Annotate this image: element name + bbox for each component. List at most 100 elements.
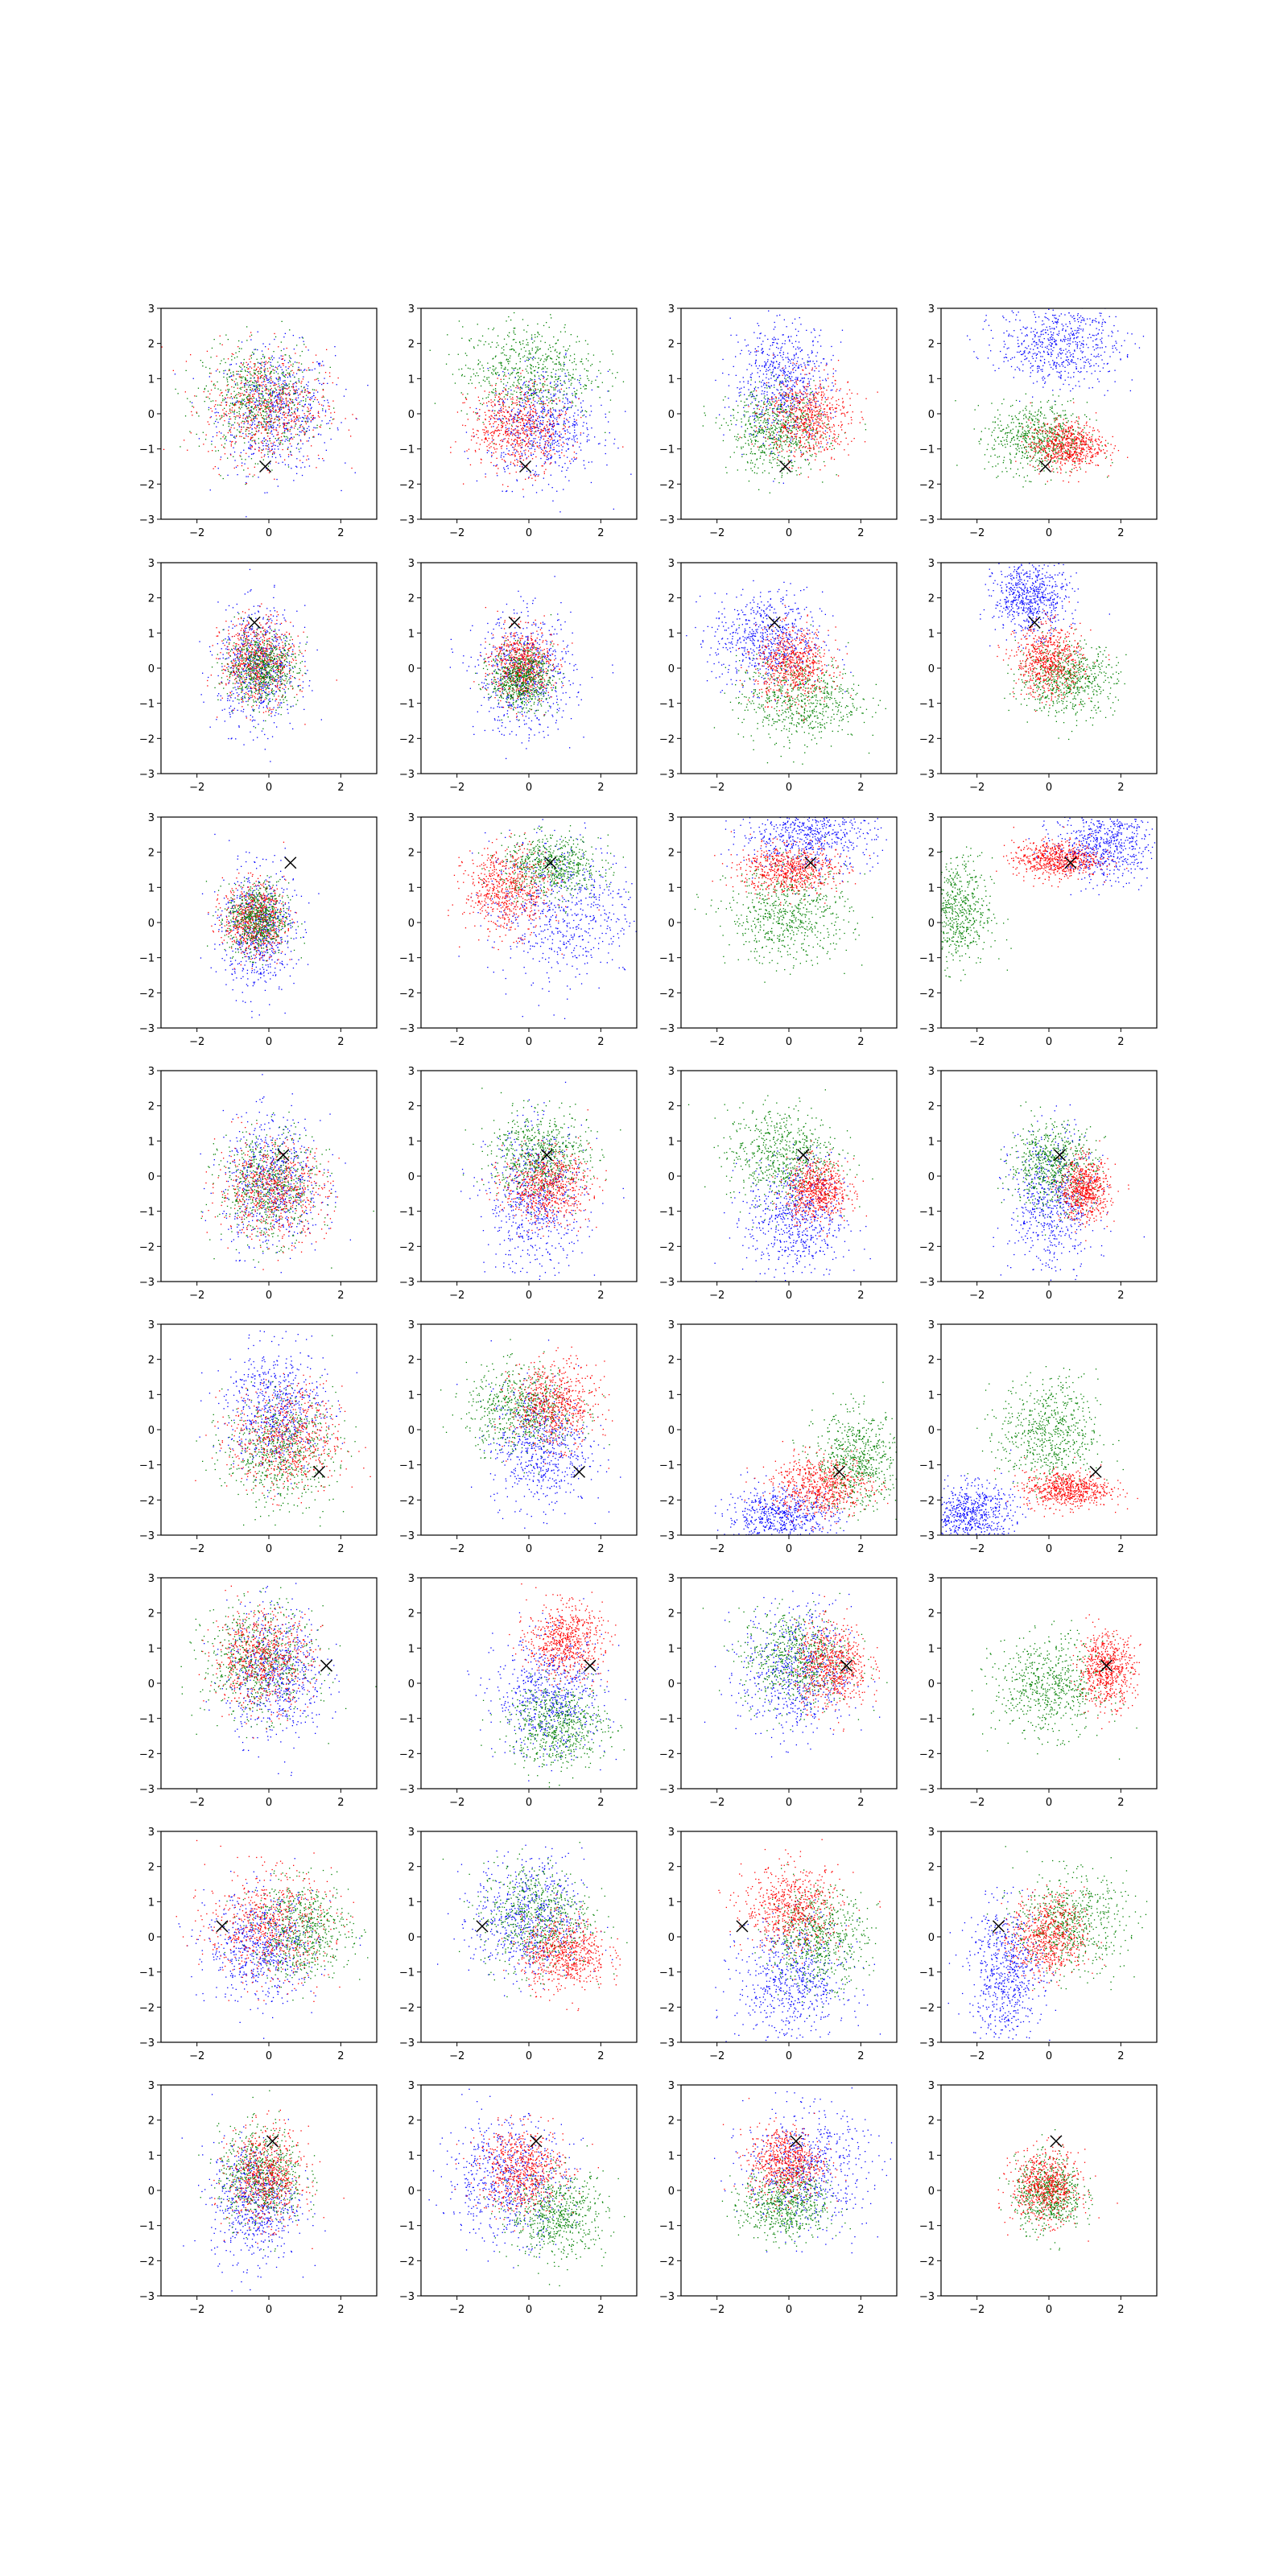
x-tick-label: −2: [709, 1543, 724, 1555]
x-tick-label: −2: [189, 527, 204, 539]
x-tick-label: 0: [266, 782, 272, 794]
y-tick-label: −3: [139, 1277, 155, 1289]
axes-frame: [421, 817, 637, 1028]
x-tick-label: 0: [786, 2050, 792, 2062]
y-tick-label: 0: [668, 1425, 675, 1437]
plot-area: [448, 779, 683, 1019]
y-tick-label: 1: [148, 1643, 155, 1655]
axes-frame: [681, 1831, 897, 2042]
series-points: [448, 832, 600, 955]
series-points: [493, 1347, 646, 1469]
y-tick-label: 1: [668, 1897, 675, 1909]
y-tick-label: 2: [408, 1862, 415, 1874]
series-points: [201, 1112, 374, 1269]
y-tick-label: 0: [928, 1171, 935, 1183]
y-tick-label: −1: [919, 1207, 935, 1219]
y-tick-label: 3: [408, 1319, 415, 1331]
x-marker: [260, 461, 271, 473]
series-points: [200, 834, 320, 1018]
y-tick-label: 3: [408, 812, 415, 824]
x-tick-label: −2: [189, 1543, 204, 1555]
x-tick-label: 0: [266, 2050, 272, 2062]
y-tick-label: −2: [399, 988, 415, 1000]
y-tick-label: 2: [668, 1608, 675, 1620]
axes-frame: [681, 563, 897, 774]
y-tick-label: −2: [919, 2256, 935, 2268]
x-tick-label: −2: [189, 1797, 204, 1809]
y-tick-label: 1: [408, 1389, 415, 1402]
y-tick-label: −3: [399, 1277, 415, 1289]
y-tick-label: −1: [139, 1460, 155, 1472]
x-tick-label: 0: [1046, 1543, 1052, 1555]
series-points: [715, 1472, 851, 1567]
series-points: [179, 1858, 361, 2039]
x-marker: [1090, 1466, 1101, 1477]
y-tick-label: 3: [928, 558, 935, 570]
x-tick-label: 2: [337, 1797, 344, 1809]
y-tick-label: 1: [668, 882, 675, 894]
plot-area: [200, 834, 320, 1018]
series-points: [162, 332, 357, 484]
series-points: [429, 2089, 584, 2268]
x-tick-label: −2: [969, 2304, 985, 2316]
series-points: [463, 1088, 621, 1217]
y-tick-label: 0: [928, 2186, 935, 2198]
y-tick-label: 1: [148, 628, 155, 640]
x-tick-label: −2: [969, 1036, 985, 1048]
series-points: [967, 254, 1144, 402]
y-tick-label: −2: [919, 988, 935, 1000]
y-tick-label: −2: [659, 1495, 675, 1507]
y-tick-label: −2: [139, 1241, 155, 1253]
y-tick-label: −2: [919, 1748, 935, 1761]
y-tick-label: 2: [928, 1608, 935, 1620]
y-tick-label: −1: [659, 444, 675, 456]
x-tick-label: −2: [969, 2050, 985, 2062]
series-points: [745, 1441, 903, 1530]
x-tick-label: 0: [1046, 2050, 1052, 2062]
y-tick-label: 0: [148, 1425, 155, 1437]
x-tick-label: 0: [266, 1797, 272, 1809]
y-tick-label: 0: [928, 1932, 935, 1944]
y-tick-label: −3: [659, 2037, 675, 2050]
x-tick-label: −2: [189, 1036, 204, 1048]
y-tick-label: 0: [928, 409, 935, 421]
plot-area: [893, 768, 1171, 981]
series-points: [225, 1868, 382, 2000]
x-tick-label: 2: [857, 527, 864, 539]
series-points: [206, 875, 305, 965]
y-tick-label: 1: [928, 628, 935, 640]
y-tick-label: 3: [668, 1066, 675, 1078]
y-tick-label: 1: [148, 882, 155, 894]
y-tick-label: 2: [928, 1101, 935, 1113]
x-tick-label: 2: [597, 2304, 604, 2316]
axes-frame: [421, 1578, 637, 1789]
y-tick-label: −2: [139, 2256, 155, 2268]
series-points: [999, 2129, 1093, 2251]
series-points: [893, 847, 1012, 981]
y-tick-label: 2: [148, 1101, 155, 1113]
series-points: [723, 2098, 847, 2217]
y-tick-label: −1: [919, 1714, 935, 1726]
y-tick-label: 2: [408, 1101, 415, 1113]
y-tick-label: 0: [668, 2186, 675, 2198]
y-tick-label: −1: [659, 1460, 675, 1472]
y-tick-label: −3: [399, 1023, 415, 1035]
y-tick-label: −2: [919, 1241, 935, 1253]
x-tick-label: 2: [597, 1036, 604, 1048]
y-tick-label: −3: [399, 1530, 415, 1542]
x-tick-label: 0: [1046, 2304, 1052, 2316]
plot-area: [200, 1074, 374, 1286]
series-points: [481, 1671, 639, 1788]
y-tick-label: 1: [668, 374, 675, 386]
y-tick-label: −2: [659, 1241, 675, 1253]
y-tick-label: 1: [928, 1897, 935, 1909]
